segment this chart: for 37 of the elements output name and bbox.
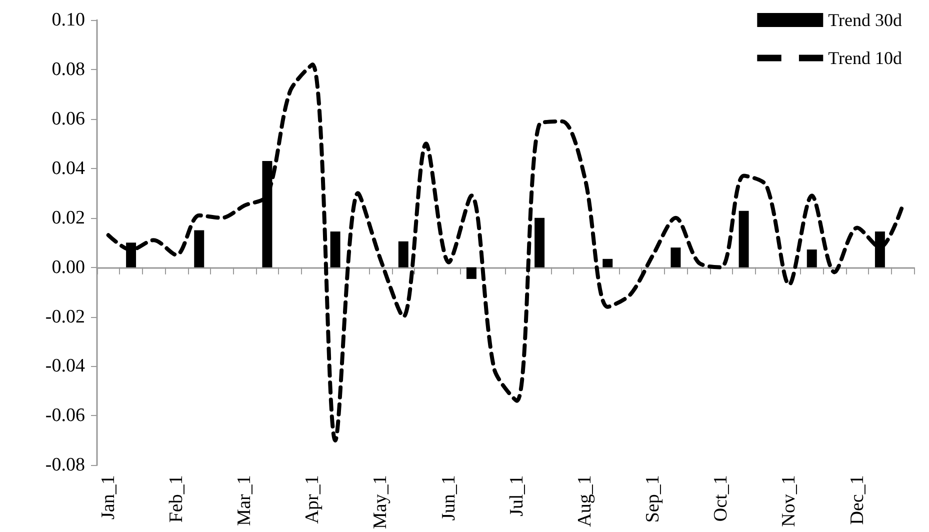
x-tick-label: Jun_1 [438,475,460,521]
bar [738,210,749,268]
y-tick-label: 0.00 [52,256,85,278]
bar [262,160,272,268]
x-tick-label: Feb_1 [166,475,187,523]
x-tick-label: Sep_1 [642,475,664,523]
bar [534,218,545,268]
x-tick-label: Mar_1 [234,475,256,526]
x-tick-label: Jul_1 [506,475,528,516]
x-tick-label: Apr_1 [302,475,324,524]
bar [194,230,204,268]
y-tick-label: -0.04 [45,356,86,377]
bar [398,241,408,268]
x-tick-label: Nov_1 [778,475,800,527]
y-tick-label: -0.08 [45,454,85,476]
y-tick-label: 0.06 [52,108,85,130]
legend-label: Trend 10d [828,48,902,68]
line-series [106,62,905,442]
x-tick-label: May_1 [370,475,392,529]
bar [806,250,817,268]
x-tick-label: Jan_1 [98,475,119,520]
bar [874,231,885,268]
legend-label: Trend 30d [828,10,902,30]
y-tick-label: 0.04 [52,158,86,179]
bar [330,231,340,268]
y-tick-label: 0.08 [52,58,85,80]
y-tick-label: -0.06 [45,405,85,426]
x-tick-label: Dec_1 [846,475,868,525]
bar [602,258,613,268]
y-tick-label: 0.02 [52,207,85,228]
bar [466,267,476,279]
bar [670,248,681,268]
y-tick-label: 0.10 [52,10,85,30]
x-tick-label: Aug_1 [574,475,596,527]
bar [126,242,136,268]
x-tick-label: Oct_1 [710,475,732,522]
y-tick-label: -0.02 [45,306,85,328]
